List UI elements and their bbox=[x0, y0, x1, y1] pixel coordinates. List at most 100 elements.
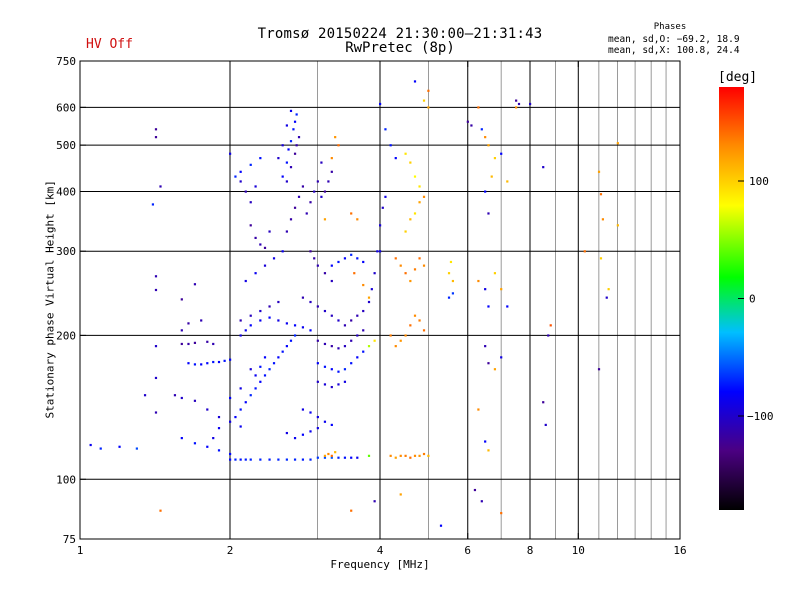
echo-point bbox=[200, 363, 203, 366]
echo-point bbox=[249, 224, 252, 227]
echo-point bbox=[466, 120, 469, 123]
echo-point bbox=[409, 456, 412, 459]
echo-point bbox=[422, 329, 426, 332]
echo-point bbox=[301, 296, 305, 299]
echo-point bbox=[330, 385, 333, 389]
echo-point bbox=[384, 128, 387, 131]
echo-point bbox=[229, 420, 232, 423]
echo-point bbox=[239, 425, 242, 428]
echo-point bbox=[259, 243, 262, 246]
echo-point bbox=[506, 305, 509, 308]
echo-point bbox=[337, 456, 340, 459]
echo-point bbox=[193, 283, 197, 286]
echo-point bbox=[484, 440, 487, 443]
echo-point bbox=[316, 339, 319, 342]
echo-point bbox=[362, 283, 365, 287]
echo-point bbox=[404, 152, 407, 155]
hv-status-label: HV Off bbox=[86, 37, 133, 52]
echo-point bbox=[337, 383, 340, 386]
echo-point bbox=[259, 458, 262, 461]
echo-point bbox=[159, 509, 162, 512]
y-tick-label: 75 bbox=[63, 533, 76, 546]
echo-point bbox=[263, 264, 267, 267]
echo-point bbox=[287, 148, 290, 151]
echo-point bbox=[316, 264, 319, 267]
echo-point bbox=[212, 360, 215, 364]
echo-point bbox=[447, 296, 451, 299]
echo-point bbox=[143, 394, 147, 397]
echo-point bbox=[418, 454, 421, 457]
echo-point bbox=[542, 401, 545, 404]
echo-point bbox=[547, 334, 550, 337]
y-tick-label: 300 bbox=[56, 245, 76, 258]
echo-point bbox=[135, 447, 138, 450]
echo-point bbox=[404, 272, 407, 275]
echo-point bbox=[394, 157, 397, 160]
echo-point bbox=[295, 113, 298, 116]
echo-point bbox=[217, 415, 221, 419]
echo-point bbox=[229, 458, 232, 461]
echo-point bbox=[180, 342, 183, 346]
echo-point bbox=[343, 257, 347, 260]
echo-point bbox=[487, 449, 490, 452]
echo-point bbox=[239, 319, 242, 322]
echo-point bbox=[316, 305, 319, 308]
echo-point bbox=[223, 359, 226, 362]
echo-point bbox=[413, 175, 417, 178]
echo-point bbox=[281, 350, 284, 353]
x-tick-label: 16 bbox=[673, 544, 686, 557]
echo-point bbox=[187, 342, 190, 346]
echo-point bbox=[413, 268, 417, 271]
echo-point bbox=[254, 387, 257, 390]
echo-point bbox=[409, 161, 412, 164]
echo-point bbox=[293, 458, 297, 461]
echo-point bbox=[99, 447, 102, 450]
echo-point bbox=[422, 452, 426, 456]
echo-point bbox=[330, 423, 333, 427]
echo-point bbox=[268, 458, 271, 461]
echo-point bbox=[293, 152, 297, 155]
echo-point bbox=[413, 80, 417, 83]
echo-point bbox=[254, 374, 257, 377]
echo-point bbox=[389, 334, 392, 337]
echo-point bbox=[193, 442, 197, 445]
echo-point bbox=[259, 319, 262, 322]
echo-point bbox=[277, 300, 280, 304]
echo-point bbox=[285, 161, 288, 164]
echo-point bbox=[413, 212, 417, 215]
y-tick-label: 600 bbox=[56, 101, 76, 114]
echo-point bbox=[477, 106, 480, 109]
y-tick-label: 400 bbox=[56, 185, 76, 198]
echo-point bbox=[217, 360, 221, 364]
echo-point bbox=[439, 524, 443, 527]
echo-point bbox=[244, 190, 247, 193]
echo-point bbox=[605, 296, 608, 299]
echo-point bbox=[301, 326, 305, 329]
echo-point bbox=[616, 224, 619, 227]
echo-point bbox=[409, 324, 412, 327]
echo-point bbox=[281, 250, 284, 253]
echo-point bbox=[206, 340, 209, 343]
echo-point bbox=[234, 175, 237, 178]
echo-point bbox=[229, 452, 232, 456]
echo-point bbox=[544, 423, 547, 427]
echo-point bbox=[413, 454, 417, 457]
echo-point bbox=[330, 454, 333, 457]
echo-point bbox=[263, 356, 267, 359]
colorbar-tick-label: −100 bbox=[747, 410, 774, 423]
echo-point bbox=[542, 166, 545, 169]
echo-point bbox=[330, 345, 333, 348]
y-tick-label: 100 bbox=[56, 473, 76, 486]
echo-point bbox=[517, 102, 521, 106]
echo-point bbox=[193, 363, 197, 366]
echo-point bbox=[356, 456, 359, 459]
grid-lines bbox=[80, 61, 680, 539]
echo-point bbox=[320, 195, 323, 198]
echo-point bbox=[187, 322, 190, 325]
echo-point bbox=[193, 341, 197, 344]
chart-subtitle: RwPretec (8p) bbox=[345, 40, 455, 56]
echo-point bbox=[297, 195, 301, 198]
echo-point bbox=[549, 324, 552, 327]
echo-point bbox=[293, 334, 297, 337]
echo-point bbox=[313, 190, 316, 193]
